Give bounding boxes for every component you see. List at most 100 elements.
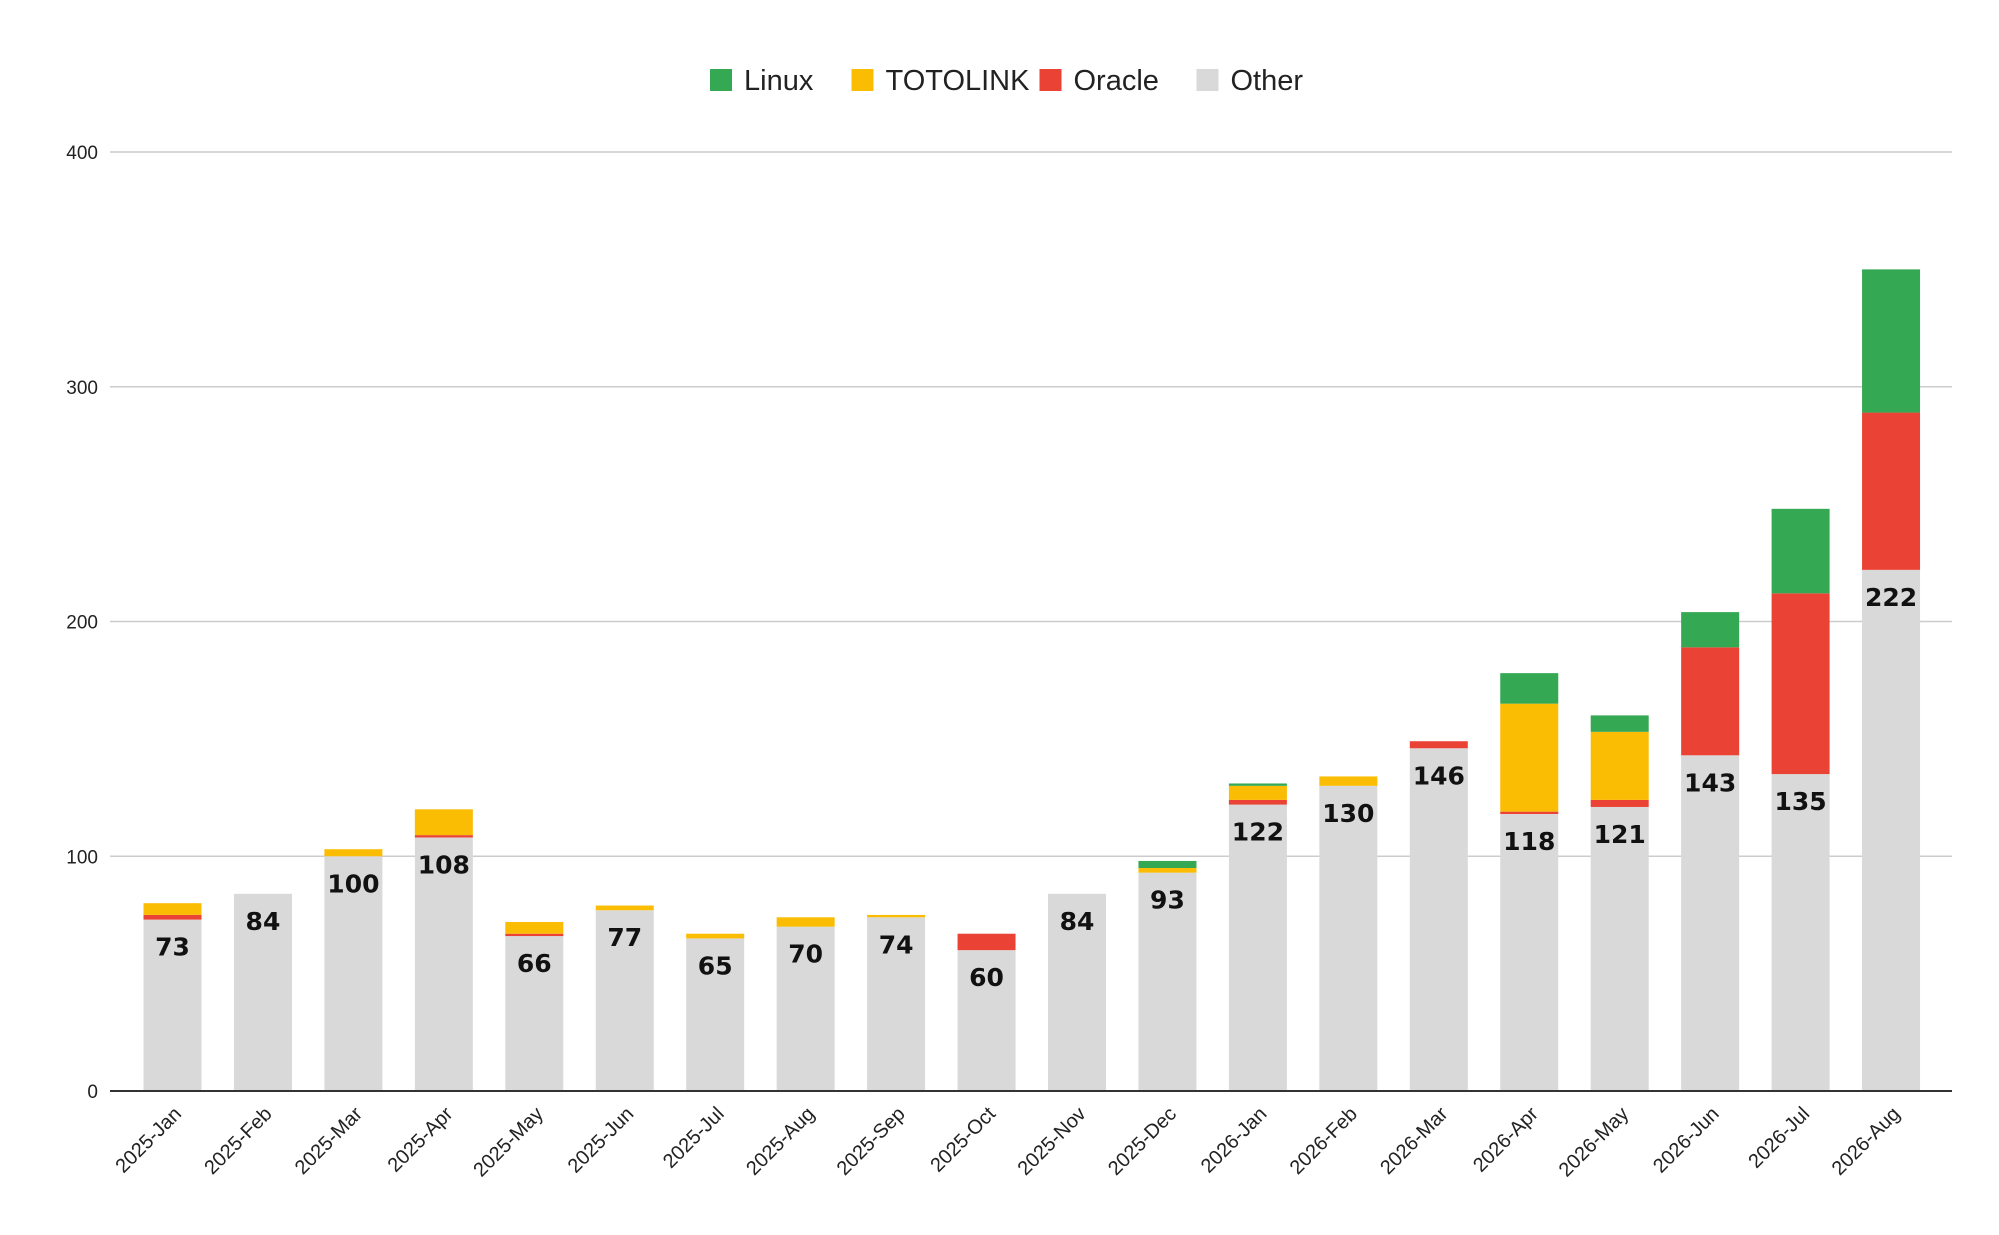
- x-tick-label-2025-dec: 2025-Dec: [1104, 1103, 1181, 1180]
- bar-totolink-2025-jan: [143, 903, 202, 915]
- legend-swatch-totolink: [851, 69, 874, 91]
- bar-linux-2026-jan: [1228, 783, 1287, 786]
- data-label-2026-mar: 146: [1413, 761, 1465, 790]
- bar-totolink-2025-sep: [867, 914, 926, 918]
- data-label-2025-may: 66: [517, 949, 552, 978]
- x-tick-label-2026-may: 2026-May: [1555, 1103, 1633, 1181]
- bar-oracle-2025-oct: [957, 933, 1016, 951]
- x-tick-label-2025-mar: 2025-Mar: [291, 1103, 367, 1179]
- bar-other-2026-aug: [1862, 569, 1921, 1091]
- x-tick-label-2026-mar: 2026-Mar: [1376, 1103, 1452, 1179]
- bar-totolink-2025-mar: [324, 849, 383, 857]
- x-tick-label-2025-oct: 2025-Oct: [926, 1103, 1000, 1177]
- legend-label-oracle: Oracle: [1074, 65, 1159, 97]
- legend: Linux TOTOLINK Oracle Other: [710, 65, 1303, 97]
- bar-other-2026-apr: [1500, 813, 1559, 1091]
- bar-oracle-2026-jan: [1228, 799, 1287, 805]
- bars: [143, 269, 1921, 1091]
- x-tick-label-2025-jan: 2025-Jan: [112, 1103, 187, 1178]
- x-tick-label-2025-jul: 2025-Jul: [659, 1103, 729, 1173]
- bar-other-2025-jan: [143, 919, 202, 1091]
- bar-oracle-2026-aug: [1862, 412, 1921, 570]
- legend-label-totolink: TOTOLINK: [886, 65, 1031, 97]
- data-label-2025-dec: 93: [1150, 886, 1185, 915]
- x-tick-label-2025-aug: 2025-Aug: [742, 1103, 819, 1180]
- x-tick-label-2026-aug: 2026-Aug: [1828, 1103, 1905, 1180]
- legend-swatch-linux: [710, 69, 732, 91]
- x-tick-label-2025-sep: 2025-Sep: [833, 1103, 910, 1180]
- data-label-2026-may: 121: [1594, 820, 1646, 849]
- bar-totolink-2025-jul: [686, 933, 745, 939]
- gridlines: [110, 151, 1952, 857]
- bar-other-2025-dec: [1138, 872, 1197, 1091]
- bar-oracle-2026-may: [1590, 799, 1649, 807]
- bar-linux-2026-jul: [1771, 508, 1830, 594]
- data-label-2026-apr: 118: [1503, 827, 1555, 856]
- legend-swatch-other: [1196, 69, 1219, 91]
- y-tick-label-0: 0: [87, 1082, 98, 1103]
- x-tick-label-2025-feb: 2025-Feb: [200, 1103, 276, 1179]
- x-tick-label-2025-may: 2025-May: [469, 1103, 547, 1181]
- bar-totolink-2026-may: [1590, 731, 1649, 800]
- y-tick-label-200: 200: [66, 613, 98, 634]
- bar-oracle-2026-jul: [1771, 593, 1830, 775]
- data-label-2026-aug: 222: [1865, 583, 1917, 612]
- legend-swatch-oracle: [1039, 69, 1062, 91]
- bar-totolink-2026-jan: [1228, 785, 1287, 800]
- bar-oracle-2026-jun: [1681, 647, 1740, 756]
- y-tick-label-300: 300: [66, 378, 98, 399]
- data-label-2026-jul: 135: [1775, 787, 1827, 816]
- x-tick-label-2026-apr: 2026-Apr: [1469, 1103, 1543, 1177]
- bar-other-2026-jun: [1681, 755, 1740, 1091]
- bar-linux-2026-jun: [1681, 612, 1740, 648]
- bar-totolink-2025-aug: [776, 917, 835, 927]
- data-label-2025-oct: 60: [969, 963, 1004, 992]
- x-tick-label-2026-jan: 2026-Jan: [1197, 1103, 1272, 1178]
- bar-other-2025-feb: [233, 893, 292, 1091]
- bar-other-2025-may: [505, 936, 564, 1091]
- data-label-2025-nov: 84: [1060, 907, 1095, 936]
- data-label-2025-jul: 65: [698, 951, 733, 980]
- y-tick-label-400: 400: [66, 143, 98, 164]
- bar-other-2026-mar: [1409, 748, 1468, 1091]
- data-label-2025-apr: 108: [418, 850, 470, 879]
- bar-oracle-2025-apr: [414, 835, 473, 838]
- bar-other-2026-may: [1590, 806, 1649, 1091]
- y-axis-ticks: 0 100 200 300 400: [66, 143, 98, 1103]
- x-tick-label-2025-apr: 2025-Apr: [384, 1103, 458, 1177]
- x-tick-label-2025-nov: 2025-Nov: [1014, 1103, 1091, 1180]
- bar-totolink-2025-apr: [414, 809, 473, 836]
- data-label-2025-jan: 73: [155, 933, 190, 962]
- data-label-2025-mar: 100: [327, 869, 379, 898]
- y-tick-label-100: 100: [66, 847, 98, 868]
- bar-linux-2026-aug: [1862, 269, 1921, 413]
- data-label-2026-jun: 143: [1684, 768, 1736, 797]
- bar-other-2025-nov: [1048, 893, 1106, 1091]
- bar-oracle-2025-may: [505, 933, 564, 937]
- bar-oracle-2025-jan: [143, 914, 202, 920]
- data-labels: 73 84 100 108 66 77 65 70 74 60 84 93 122 130 146 118 12…: [155, 583, 1917, 992]
- legend-label-linux: Linux: [744, 65, 814, 97]
- bar-totolink-2025-may: [505, 921, 564, 934]
- x-tick-label-2026-feb: 2026-Feb: [1286, 1103, 1362, 1179]
- bar-other-2025-oct: [957, 950, 1016, 1091]
- bar-other-2025-jul: [686, 938, 745, 1091]
- legend-label-other: Other: [1231, 65, 1304, 97]
- data-label-2026-feb: 130: [1322, 799, 1374, 828]
- bar-other-2025-mar: [324, 856, 383, 1091]
- data-label-2025-jun: 77: [607, 923, 642, 952]
- bar-other-2025-aug: [776, 926, 835, 1091]
- data-label-2025-sep: 74: [879, 930, 914, 959]
- bar-other-2026-feb: [1319, 785, 1378, 1091]
- bar-oracle-2026-mar: [1409, 741, 1468, 749]
- x-tick-label-2025-jun: 2025-Jun: [564, 1103, 639, 1178]
- x-axis-ticks: 2025-Jan 2025-Feb 2025-Mar 2025-Apr 2025-May…: [112, 1103, 1905, 1182]
- bar-linux-2026-may: [1590, 715, 1649, 732]
- bar-linux-2026-apr: [1500, 673, 1559, 704]
- bar-oracle-2026-apr: [1500, 811, 1559, 814]
- data-label-2025-aug: 70: [788, 940, 823, 969]
- data-label-2025-feb: 84: [246, 907, 281, 936]
- bar-other-2026-jul: [1771, 774, 1830, 1091]
- bar-other-2026-jan: [1228, 804, 1287, 1091]
